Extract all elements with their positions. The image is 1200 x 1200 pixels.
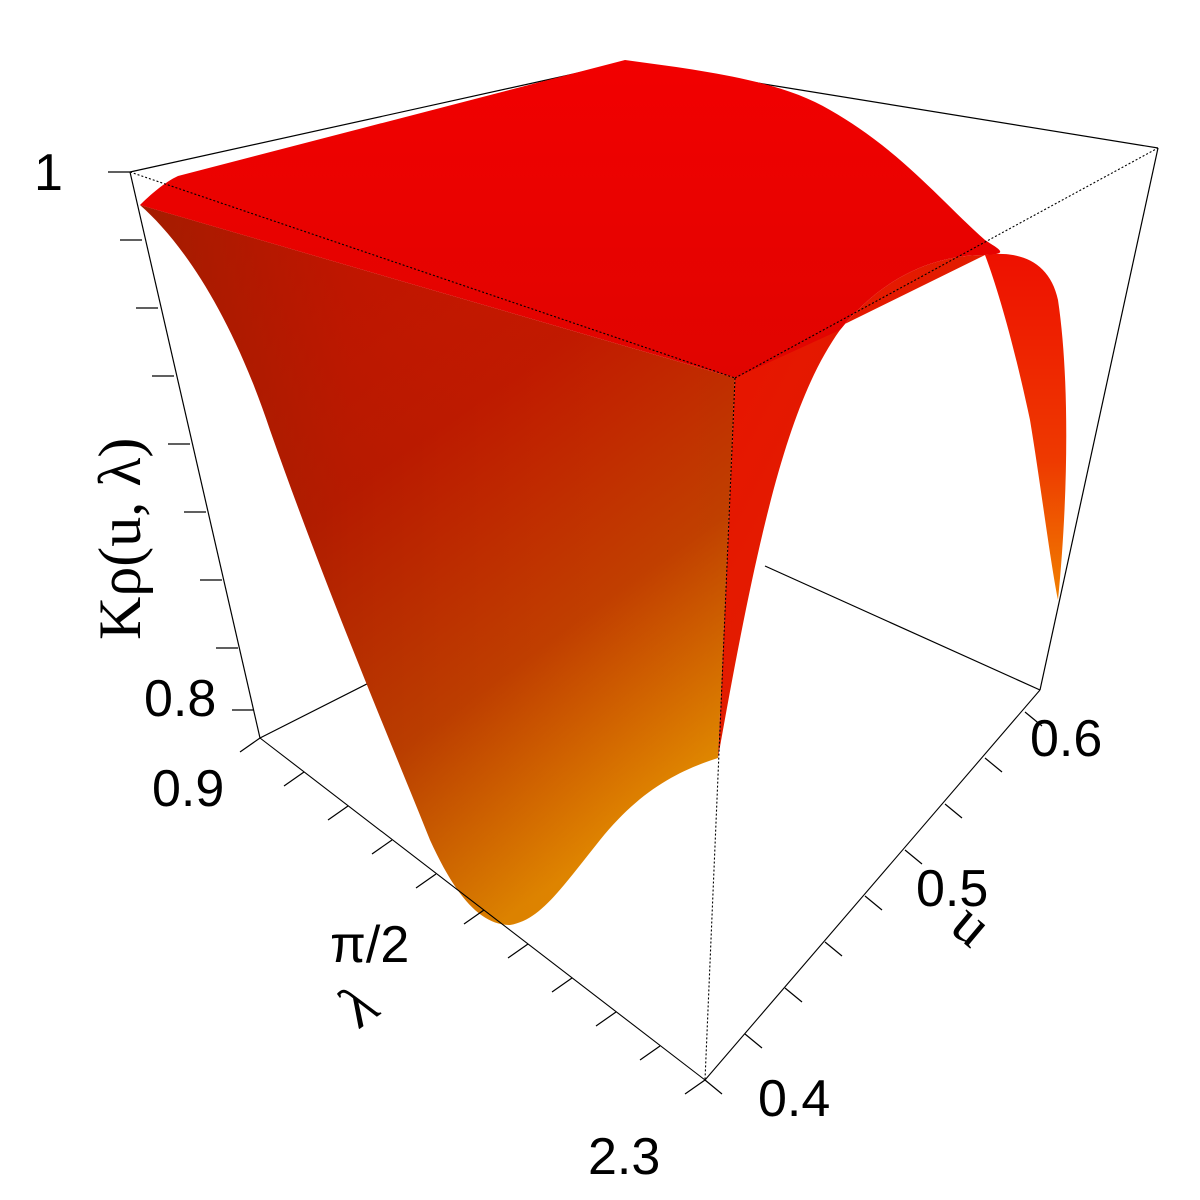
x-tick-0.6: 0.6 bbox=[1030, 710, 1102, 768]
box-front-edges bbox=[129, 147, 1159, 1081]
x-axis-ticks bbox=[704, 711, 1043, 1095]
z-tick-0.8: 0.8 bbox=[144, 670, 216, 728]
z-axis-title: Kρ(u, λ) bbox=[87, 438, 153, 640]
surface-right-face bbox=[985, 253, 1067, 600]
surface-front-shade bbox=[140, 205, 735, 925]
surface-top-face bbox=[140, 60, 1001, 378]
y-tick-2.3: 2.3 bbox=[588, 1128, 660, 1186]
y-tick-0.9: 0.9 bbox=[152, 760, 224, 818]
z-axis-ticks bbox=[108, 171, 254, 711]
surface-arch-face bbox=[718, 255, 985, 758]
y-axis-title: λ bbox=[328, 970, 390, 1041]
surface bbox=[140, 60, 1067, 925]
y-axis-ticks bbox=[239, 737, 706, 1095]
z-tick-1: 1 bbox=[34, 144, 63, 202]
x-tick-0.4: 0.4 bbox=[758, 1070, 830, 1128]
y-tick-pi-half: π/2 bbox=[330, 916, 409, 974]
x-tick-0.5: 0.5 bbox=[916, 860, 988, 918]
